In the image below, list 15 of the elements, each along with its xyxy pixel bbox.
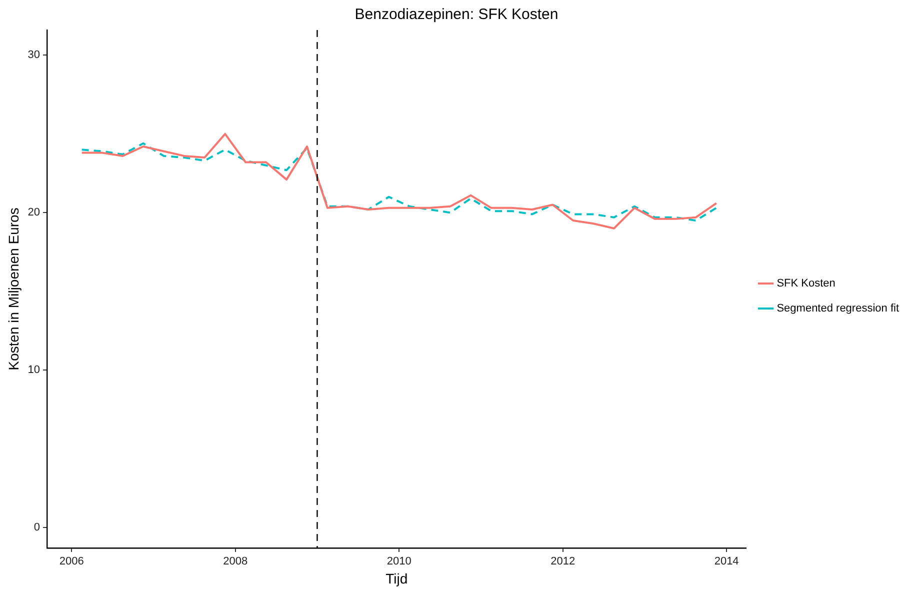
y-tick-label: 20 <box>28 206 40 219</box>
y-axis-title: Kosten in Miljoenen Euros <box>5 208 22 370</box>
y-tick-label: 10 <box>28 364 40 376</box>
x-tick-label: 2006 <box>59 556 84 568</box>
y-tick-label: 30 <box>28 49 40 62</box>
y-tick-label: 0 <box>34 522 40 534</box>
legend-label: Segmented regression fit <box>776 302 900 315</box>
x-tick-label: 2010 <box>386 556 412 568</box>
x-axis-title: Tijd <box>386 570 408 586</box>
legend-label: SFK Kosten <box>776 278 836 290</box>
x-tick-label: 2008 <box>223 556 248 568</box>
chart-title: Benzodiazepinen: SFK Kosten <box>354 6 558 24</box>
line-series <box>80 142 718 222</box>
x-tick-label: 2014 <box>714 556 739 568</box>
x-tick-label: 2012 <box>550 556 576 568</box>
